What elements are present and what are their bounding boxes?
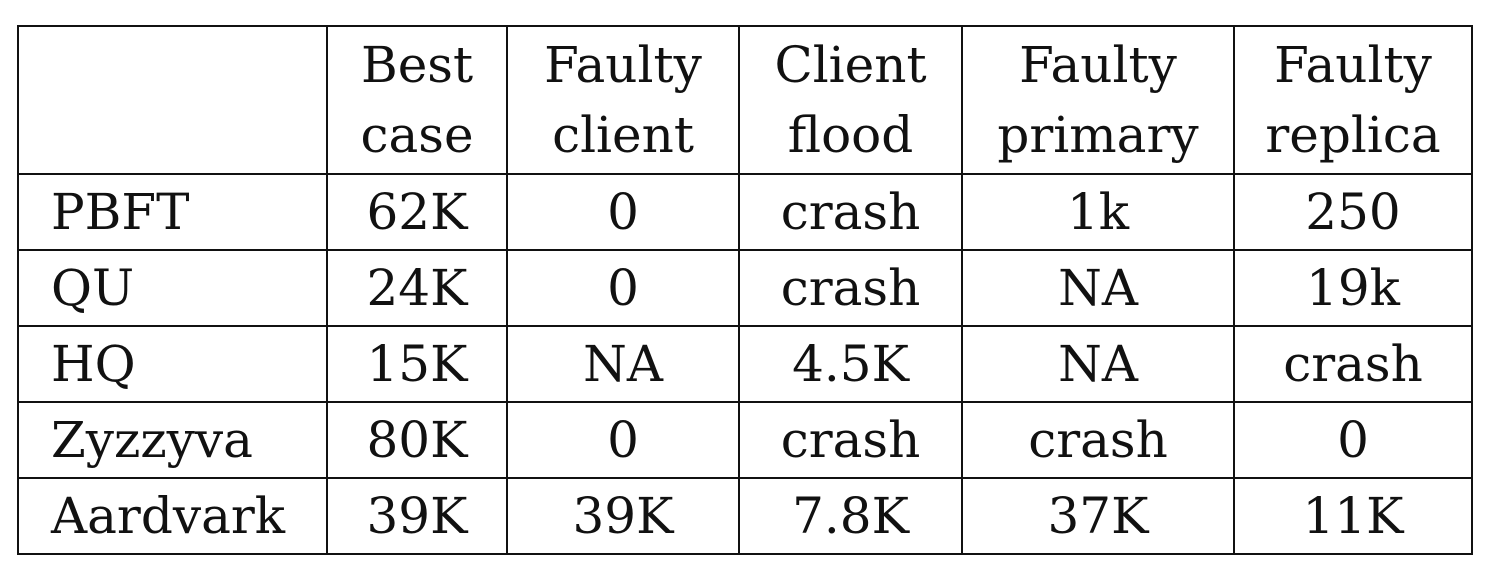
column-header-line: replica	[1265, 106, 1441, 164]
column-header-line: Faulty	[1019, 36, 1177, 94]
table-cell: 39K	[506, 477, 740, 555]
table-cell: 0	[1233, 401, 1473, 479]
column-header-line: primary	[997, 106, 1199, 164]
column-header-faulty-primary: Faulty primary	[961, 25, 1235, 175]
column-header-line: case	[360, 106, 474, 164]
row-label: HQ	[17, 325, 328, 403]
row-label: PBFT	[17, 173, 328, 251]
column-header-line: Faulty	[1274, 36, 1432, 94]
column-header-best-case: Best case	[326, 25, 508, 175]
table-row-aardvark: Aardvark 39K 39K 7.8K 37K 11K	[17, 477, 1473, 555]
table-cell: crash	[738, 249, 963, 327]
column-header-line: Client	[774, 36, 927, 94]
table-cell: 39K	[326, 477, 508, 555]
table-cell: 250	[1233, 173, 1473, 251]
column-header-line: Best	[360, 36, 474, 94]
table-cell: 37K	[961, 477, 1235, 555]
table-cell: 4.5K	[738, 325, 963, 403]
column-header-client-flood: Client flood	[738, 25, 963, 175]
header-row: Best case Faulty client Client flood Fau…	[17, 25, 1473, 175]
table-cell: NA	[961, 325, 1235, 403]
table-cell: 0	[506, 401, 740, 479]
table-row-hq: HQ 15K NA 4.5K NA crash	[17, 325, 1473, 403]
row-label: Aardvark	[17, 477, 328, 555]
table-row-zyzzyva: Zyzzyva 80K 0 crash crash 0	[17, 401, 1473, 479]
table-cell: 62K	[326, 173, 508, 251]
table-cell: 0	[506, 173, 740, 251]
table-cell: 24K	[326, 249, 508, 327]
table-cell: NA	[506, 325, 740, 403]
column-header-faulty-replica: Faulty replica	[1233, 25, 1473, 175]
table-cell: 15K	[326, 325, 508, 403]
table-cell: crash	[738, 401, 963, 479]
table-row-pbft: PBFT 62K 0 crash 1k 250	[17, 173, 1473, 251]
column-header-faulty-client: Faulty client	[506, 25, 740, 175]
row-label: Zyzzyva	[17, 401, 328, 479]
table-cell: crash	[961, 401, 1235, 479]
corner-cell	[17, 25, 328, 175]
results-table: Best case Faulty client Client flood Fau…	[17, 25, 1473, 555]
table-cell: crash	[1233, 325, 1473, 403]
table-cell: 7.8K	[738, 477, 963, 555]
table-row-qu: QU 24K 0 crash NA 19k	[17, 249, 1473, 327]
table-cell: 80K	[326, 401, 508, 479]
table-cell: 19k	[1233, 249, 1473, 327]
row-label: QU	[17, 249, 328, 327]
column-header-line: client	[552, 106, 694, 164]
table-cell: crash	[738, 173, 963, 251]
table-cell: 1k	[961, 173, 1235, 251]
table-cell: 0	[506, 249, 740, 327]
column-header-line: Faulty	[544, 36, 702, 94]
table-cell: NA	[961, 249, 1235, 327]
table-cell: 11K	[1233, 477, 1473, 555]
column-header-line: flood	[787, 106, 914, 164]
